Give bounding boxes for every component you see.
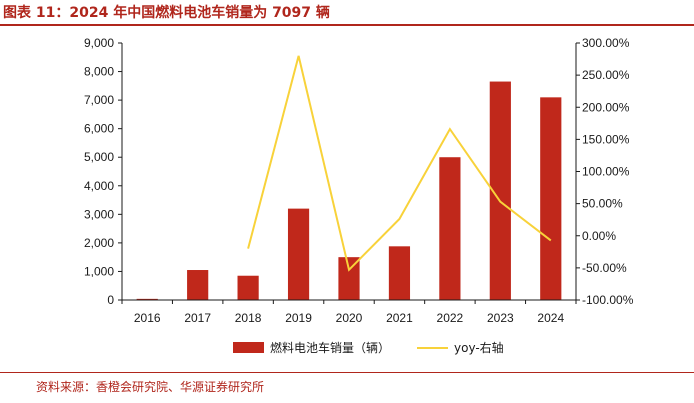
left-axis-ticks: 0 1,000 2,000 3,000 4,000 5,000 6,000 7,000 8,00… — [84, 36, 122, 307]
x-tick-label: 2024 — [537, 311, 564, 325]
x-tick-label: 2019 — [285, 311, 312, 325]
right-tick-label: 250.00% — [582, 68, 630, 82]
bar-2023 — [489, 81, 511, 300]
source-note: 资料来源：香橙会研究院、华源证券研究所 — [36, 380, 265, 394]
x-tick-label: 2020 — [336, 311, 363, 325]
title-rule — [0, 24, 694, 26]
left-tick-label: 0 — [107, 293, 114, 307]
left-tick-label: 2,000 — [84, 236, 114, 250]
left-tick-label: 5,000 — [84, 150, 114, 164]
x-tick-label: 2016 — [134, 311, 161, 325]
right-axis-ticks: -100.00% -50.00% 0.00% 50.00% 100.00% 150.00%… — [576, 36, 634, 307]
right-tick-label: 0.00% — [582, 229, 616, 243]
left-tick-label: 4,000 — [84, 179, 114, 193]
right-tick-label: 200.00% — [582, 100, 630, 114]
source-rule — [0, 372, 694, 373]
right-tick-label: 100.00% — [582, 165, 630, 179]
figure-title: 图表 11：2024 年中国燃料电池车销量为 7097 辆 — [3, 5, 330, 21]
bar-2018 — [237, 275, 259, 300]
x-tick-label: 2018 — [235, 311, 262, 325]
x-tick-label: 2017 — [184, 311, 211, 325]
left-tick-label: 9,000 — [84, 36, 114, 50]
x-axis-ticks: 2016 2017 2018 2019 2020 2021 2022 2023 2024 — [121, 300, 577, 325]
bar-2019 — [287, 208, 310, 300]
right-tick-label: 300.00% — [582, 36, 630, 50]
bar-series — [136, 81, 562, 301]
legend-bar-swatch — [233, 342, 264, 353]
bar-2022 — [439, 157, 461, 300]
x-tick-label: 2022 — [437, 311, 464, 325]
x-tick-label: 2021 — [386, 311, 413, 325]
right-tick-label: -50.00% — [582, 261, 627, 275]
left-tick-label: 3,000 — [84, 207, 114, 221]
legend: 燃料电池车销量（辆） yoy-右轴 — [233, 340, 504, 355]
bar-2021 — [388, 246, 411, 300]
left-tick-label: 1,000 — [84, 264, 114, 278]
left-tick-label: 6,000 — [84, 122, 114, 136]
right-tick-label: -100.00% — [582, 293, 634, 307]
bar-2020 — [338, 257, 360, 300]
yoy-line — [247, 55, 552, 272]
left-tick-label: 7,000 — [84, 93, 114, 107]
bar-2017 — [187, 270, 209, 300]
legend-line-label: yoy-右轴 — [454, 340, 504, 355]
right-tick-label: 150.00% — [582, 132, 630, 146]
yoy-line-series — [247, 55, 552, 272]
left-tick-label: 8,000 — [84, 65, 114, 79]
right-tick-label: 50.00% — [582, 197, 623, 211]
bar-2024 — [540, 97, 562, 301]
legend-bar-label: 燃料电池车销量（辆） — [270, 340, 390, 355]
x-tick-label: 2023 — [487, 311, 514, 325]
bar-2016 — [136, 298, 158, 300]
